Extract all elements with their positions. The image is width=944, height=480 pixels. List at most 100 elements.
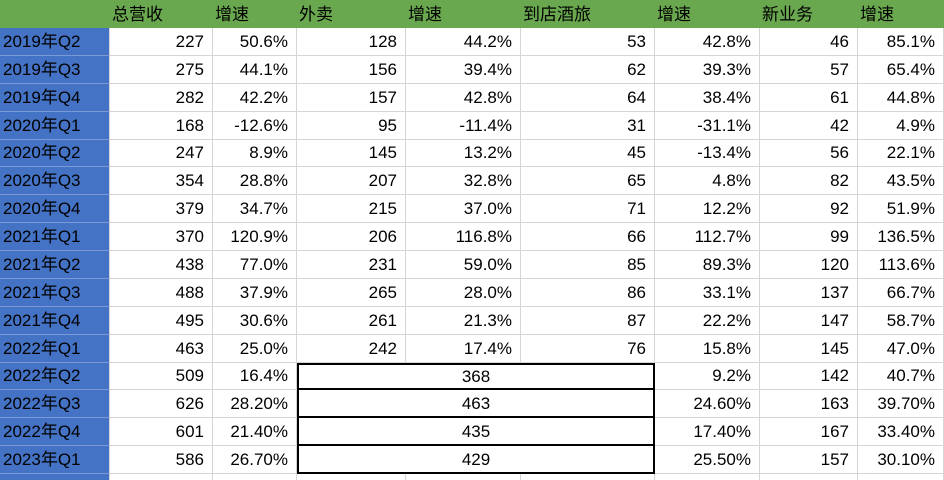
data-cell[interactable]: 58.7% (858, 306, 944, 335)
data-cell[interactable]: 37.9% (213, 278, 297, 307)
data-cell[interactable]: 247 (110, 139, 213, 168)
empty-cell[interactable] (297, 474, 406, 480)
data-cell[interactable]: -13.4% (655, 139, 760, 168)
data-cell[interactable]: 47.0% (858, 334, 944, 363)
data-cell[interactable]: 15.8% (655, 334, 760, 363)
merged-cell[interactable]: 435 (297, 418, 655, 447)
data-cell[interactable]: 71 (521, 195, 655, 224)
data-cell[interactable]: -11.4% (406, 111, 521, 140)
merged-cell[interactable]: 429 (297, 446, 655, 474)
data-cell[interactable]: 33.1% (655, 278, 760, 307)
empty-cell[interactable] (110, 474, 213, 480)
data-cell[interactable]: 42.2% (213, 83, 297, 112)
data-cell[interactable]: 16.4% (213, 362, 297, 391)
data-cell[interactable]: 44.2% (406, 28, 521, 56)
empty-cell[interactable] (406, 474, 521, 480)
data-cell[interactable]: 128 (297, 28, 406, 56)
data-cell[interactable]: 66 (521, 223, 655, 251)
data-cell[interactable]: 586 (110, 446, 213, 474)
data-cell[interactable]: 4.8% (655, 167, 760, 196)
corner-header-cell[interactable] (0, 0, 110, 28)
empty-cell[interactable] (858, 474, 944, 480)
data-cell[interactable]: 137 (760, 278, 858, 307)
data-cell[interactable]: 120 (760, 251, 858, 279)
data-cell[interactable]: -31.1% (655, 111, 760, 140)
data-cell[interactable]: 142 (760, 362, 858, 391)
data-cell[interactable]: 57 (760, 55, 858, 84)
data-cell[interactable]: 86 (521, 278, 655, 307)
data-cell[interactable]: 45 (521, 139, 655, 168)
row-label[interactable]: 2021年Q1 (0, 223, 110, 251)
data-cell[interactable]: 82 (760, 167, 858, 196)
data-cell[interactable]: 17.40% (655, 418, 760, 447)
data-cell[interactable]: 116.8% (406, 223, 521, 251)
data-cell[interactable]: 85.1% (858, 28, 944, 56)
data-cell[interactable]: 9.2% (655, 362, 760, 391)
row-label-partial[interactable] (0, 474, 110, 480)
data-cell[interactable]: 157 (297, 83, 406, 112)
column-header-6[interactable]: 增速 (655, 0, 760, 28)
data-cell[interactable]: 120.9% (213, 223, 297, 251)
data-cell[interactable]: 156 (297, 55, 406, 84)
data-cell[interactable]: 46 (760, 28, 858, 56)
data-cell[interactable]: 145 (760, 334, 858, 363)
data-cell[interactable]: 495 (110, 306, 213, 335)
data-cell[interactable]: 30.10% (858, 446, 944, 474)
data-cell[interactable]: 65.4% (858, 55, 944, 84)
data-cell[interactable]: 95 (297, 111, 406, 140)
data-cell[interactable]: 26.70% (213, 446, 297, 474)
empty-cell[interactable] (655, 474, 760, 480)
row-label[interactable]: 2021年Q4 (0, 306, 110, 335)
empty-cell[interactable] (760, 474, 858, 480)
row-label[interactable]: 2021年Q2 (0, 251, 110, 279)
data-cell[interactable]: 25.0% (213, 334, 297, 363)
data-cell[interactable]: 39.4% (406, 55, 521, 84)
data-cell[interactable]: 626 (110, 390, 213, 419)
data-cell[interactable]: 265 (297, 278, 406, 307)
data-cell[interactable]: 509 (110, 362, 213, 391)
data-cell[interactable]: 65 (521, 167, 655, 196)
data-cell[interactable]: 282 (110, 83, 213, 112)
data-cell[interactable]: 22.2% (655, 306, 760, 335)
data-cell[interactable]: 61 (760, 83, 858, 112)
row-label[interactable]: 2019年Q3 (0, 55, 110, 84)
data-cell[interactable]: 601 (110, 418, 213, 447)
data-cell[interactable]: 231 (297, 251, 406, 279)
data-cell[interactable]: 147 (760, 306, 858, 335)
data-cell[interactable]: 30.6% (213, 306, 297, 335)
data-cell[interactable]: 379 (110, 195, 213, 224)
data-cell[interactable]: 37.0% (406, 195, 521, 224)
data-cell[interactable]: 92 (760, 195, 858, 224)
data-cell[interactable]: 56 (760, 139, 858, 168)
data-cell[interactable]: 275 (110, 55, 213, 84)
data-cell[interactable]: 32.8% (406, 167, 521, 196)
column-header-2[interactable]: 增速 (213, 0, 297, 28)
data-cell[interactable]: 89.3% (655, 251, 760, 279)
data-cell[interactable]: 31 (521, 111, 655, 140)
data-cell[interactable]: 206 (297, 223, 406, 251)
data-cell[interactable]: 99 (760, 223, 858, 251)
data-cell[interactable]: 17.4% (406, 334, 521, 363)
merged-cell[interactable]: 463 (297, 390, 655, 419)
row-label[interactable]: 2019年Q2 (0, 28, 110, 56)
data-cell[interactable]: 145 (297, 139, 406, 168)
data-cell[interactable]: 370 (110, 223, 213, 251)
data-cell[interactable]: 261 (297, 306, 406, 335)
data-cell[interactable]: 488 (110, 278, 213, 307)
data-cell[interactable]: 24.60% (655, 390, 760, 419)
data-cell[interactable]: 157 (760, 446, 858, 474)
data-cell[interactable]: 44.8% (858, 83, 944, 112)
data-cell[interactable]: 4.9% (858, 111, 944, 140)
row-label[interactable]: 2023年Q1 (0, 446, 110, 474)
data-cell[interactable]: 53 (521, 28, 655, 56)
data-cell[interactable]: 438 (110, 251, 213, 279)
column-header-8[interactable]: 增速 (858, 0, 944, 28)
row-label[interactable]: 2022年Q2 (0, 362, 110, 391)
row-label[interactable]: 2022年Q1 (0, 334, 110, 363)
data-cell[interactable]: 77.0% (213, 251, 297, 279)
data-cell[interactable]: 168 (110, 111, 213, 140)
data-cell[interactable]: 38.4% (655, 83, 760, 112)
data-cell[interactable]: 42.8% (655, 28, 760, 56)
data-cell[interactable]: 28.20% (213, 390, 297, 419)
data-cell[interactable]: 42 (760, 111, 858, 140)
